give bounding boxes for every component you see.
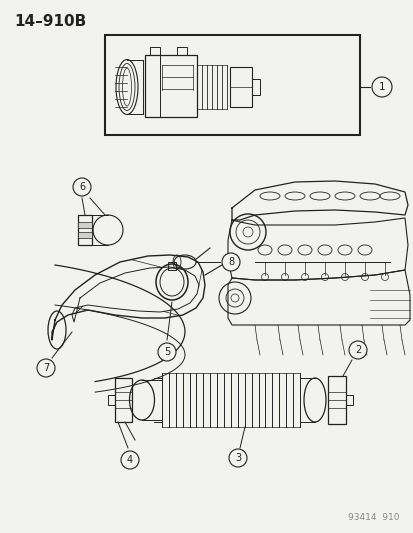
Bar [177, 47, 187, 55]
Bar [78, 215, 92, 245]
Text: 8: 8 [228, 257, 233, 267]
Text: 93414  910: 93414 910 [348, 513, 399, 522]
Bar [327, 376, 345, 424]
Circle shape [121, 451, 139, 469]
Bar [115, 378, 132, 422]
Circle shape [37, 359, 55, 377]
Text: 5: 5 [164, 347, 170, 357]
Bar [252, 79, 259, 95]
Bar [78, 222, 92, 228]
Text: 7: 7 [43, 363, 49, 373]
Circle shape [348, 341, 366, 359]
Circle shape [228, 449, 247, 467]
Text: 2: 2 [354, 345, 360, 355]
Text: 4: 4 [127, 455, 133, 465]
Bar [168, 262, 176, 270]
Bar [108, 395, 115, 405]
Circle shape [371, 77, 391, 97]
Bar [78, 232, 92, 238]
Bar [145, 55, 197, 117]
Circle shape [73, 178, 91, 196]
Bar [150, 47, 159, 55]
Bar [230, 67, 252, 107]
Text: 3: 3 [234, 453, 240, 463]
Bar [345, 395, 352, 405]
Text: 6: 6 [79, 182, 85, 192]
Circle shape [158, 343, 176, 361]
Bar [105, 35, 359, 135]
Circle shape [221, 253, 240, 271]
Text: 14–910B: 14–910B [14, 14, 86, 29]
Text: 1: 1 [378, 82, 385, 92]
